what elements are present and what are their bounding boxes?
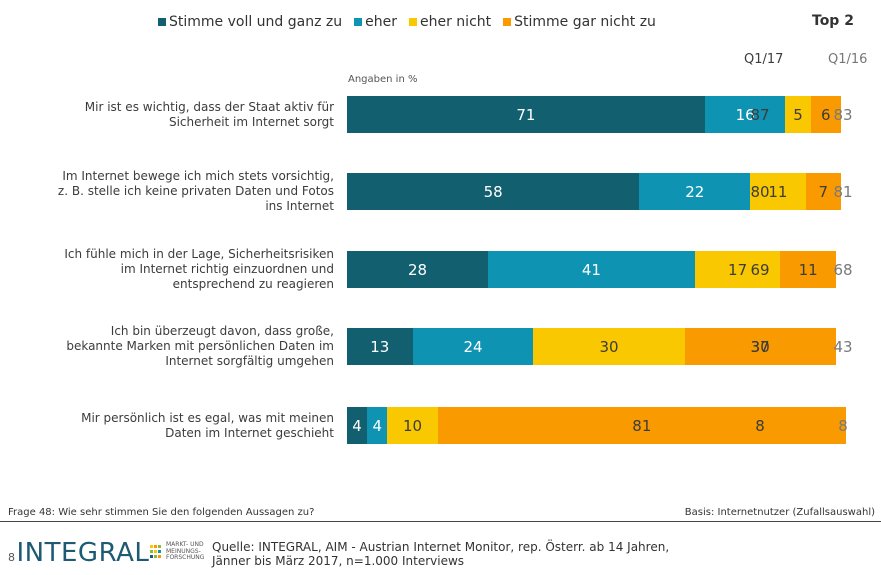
legend-label: eher nicht xyxy=(420,14,492,30)
legend-item: Stimme voll und ganz zu xyxy=(158,14,342,30)
bar-segment: 81 xyxy=(437,407,846,444)
bar-value-label: 28 xyxy=(408,260,428,279)
bar-value-label: 71 xyxy=(516,105,536,124)
bar-segment: 10 xyxy=(387,407,438,444)
top2-heading: Top 2 xyxy=(812,13,854,29)
legend-swatch xyxy=(503,18,512,26)
statement-label: Ich fühle mich in der Lage, Sicherheitsr… xyxy=(8,247,334,292)
unit-label: Angaben in % xyxy=(348,74,418,85)
bar-segment: 17 xyxy=(694,251,781,288)
bar-value-label: 30 xyxy=(599,337,619,356)
top2-value-q1-16: 43 xyxy=(833,337,853,356)
legend-item: eher xyxy=(354,14,397,30)
integral-logo: 8INTEGRAL xyxy=(8,538,149,568)
top2-value-q1-16: 68 xyxy=(833,260,853,279)
logo-sub-line: FORSCHUNG xyxy=(166,554,205,561)
top2-value-q1-16: 81 xyxy=(833,182,853,201)
legend-label: Stimme gar nicht zu xyxy=(514,14,656,30)
bar-value-label: 11 xyxy=(768,182,788,201)
bar-value-label: 24 xyxy=(463,337,483,356)
chart-legend: Stimme voll und ganz zu eher eher nicht … xyxy=(158,14,668,30)
statement-line: Ich bin überzeugt davon, dass große, xyxy=(110,324,334,338)
logo-sub-line: MEINUNGS- xyxy=(166,547,201,555)
statement-line: im Internet richtig einzuordnen und xyxy=(120,262,334,276)
source-line: Jänner bis März 2017, n=1.000 Interviews xyxy=(212,554,465,568)
bar-segment: 4 xyxy=(367,407,388,444)
col-header-q1-16: Q1/16 xyxy=(828,52,868,67)
legend-item: eher nicht xyxy=(409,14,491,30)
statement-line: Im Internet bewege ich mich stets vorsic… xyxy=(62,169,334,183)
footer-divider xyxy=(0,521,881,522)
bar-segment: 16 xyxy=(704,96,786,133)
legend-swatch xyxy=(409,18,417,26)
logo-text: INTEGRAL xyxy=(16,538,150,568)
bar-segment: 71 xyxy=(347,96,705,133)
top2-value-q1-17: 87 xyxy=(750,105,770,124)
statement-label: Mir ist es wichtig, dass der Staat aktiv… xyxy=(8,100,334,130)
top2-value-q1-17: 80 xyxy=(750,182,770,201)
top2-value-q1-17: 37 xyxy=(750,337,770,356)
bar-segment: 5 xyxy=(785,96,811,133)
bar-segment: 7 xyxy=(805,173,841,210)
logo-sub-line: MARKT- UND xyxy=(166,541,204,548)
bar-segment: 58 xyxy=(347,173,640,210)
bar-value-label: 5 xyxy=(793,105,803,124)
statement-line: Mir ist es wichtig, dass der Staat aktiv… xyxy=(84,99,334,114)
question-text: Frage 48: Wie sehr stimmen Sie den folge… xyxy=(8,507,315,518)
statement-line: Internet sorgfältig umgehen xyxy=(165,354,334,368)
statement-line: entsprechend zu reagieren xyxy=(172,277,334,291)
bar-segment: 24 xyxy=(412,328,534,365)
bar-value-label: 30 xyxy=(750,337,770,356)
statement-label: Mir persönlich ist es egal, was mit mein… xyxy=(8,411,334,441)
basis-text: Basis: Internetnutzer (Zufallsauswahl) xyxy=(684,507,875,518)
bar-segment: 30 xyxy=(684,328,836,365)
top2-value-q1-17: 8 xyxy=(755,416,765,435)
statement-line: z. B. stelle ich keine privaten Daten un… xyxy=(57,184,334,198)
col-header-q1-17: Q1/17 xyxy=(744,52,784,67)
page-number: 8 xyxy=(8,551,16,564)
source-line: Quelle: INTEGRAL, AIM - Austrian Interne… xyxy=(212,540,670,554)
top2-value-q1-16: 83 xyxy=(833,105,853,124)
bar-value-label: 7 xyxy=(818,182,829,201)
bar-segment: 41 xyxy=(488,251,695,288)
logo-subtitle: MARKT- UND MEINUNGS- FORSCHUNG xyxy=(166,541,205,562)
bar-value-label: 6 xyxy=(821,105,831,124)
source-text: Quelle: INTEGRAL, AIM - Austrian Interne… xyxy=(212,540,669,568)
bar-segment: 30 xyxy=(533,328,685,365)
statement-label: Ich bin überzeugt davon, dass große, beka… xyxy=(8,324,334,369)
statement-line: Ich fühle mich in der Lage, Sicherheitsr… xyxy=(64,247,334,261)
bar-value-label: 4 xyxy=(352,416,362,435)
bar-value-label: 11 xyxy=(798,260,818,279)
legend-item: Stimme gar nicht zu xyxy=(503,14,656,30)
bar-value-label: 58 xyxy=(483,182,503,201)
statement-line: ins Internet xyxy=(265,199,334,213)
statement-line: Daten im Internet geschieht xyxy=(165,425,334,440)
bar-segment: 13 xyxy=(347,328,413,365)
bar-segment: 11 xyxy=(750,173,806,210)
bar-value-label: 13 xyxy=(370,337,390,356)
legend-label: Stimme voll und ganz zu xyxy=(169,14,343,30)
bar-segment: 6 xyxy=(810,96,841,133)
bar-segment: 4 xyxy=(347,407,368,444)
logo-mark-icon xyxy=(150,545,161,558)
bar-value-label: 41 xyxy=(581,260,601,279)
statement-line: bekannte Marken mit persönlichen Daten i… xyxy=(66,339,334,353)
statement-line: Sicherheit im Internet sorgt xyxy=(168,114,334,129)
statement-line: Mir persönlich ist es egal, was mit mein… xyxy=(81,410,334,425)
legend-swatch xyxy=(158,18,166,26)
bar-segment: 28 xyxy=(347,251,489,288)
bar-value-label: 4 xyxy=(372,416,382,435)
bar-segment: 22 xyxy=(639,173,751,210)
bar-value-label: 10 xyxy=(402,416,423,435)
top2-value-q1-16: 8 xyxy=(838,416,848,435)
bar-value-label: 16 xyxy=(735,105,755,124)
bar-value-label: 17 xyxy=(728,260,748,279)
bar-value-label: 81 xyxy=(632,416,652,435)
legend-label: eher xyxy=(365,14,397,30)
legend-swatch xyxy=(354,18,363,26)
top2-value-q1-17: 69 xyxy=(750,260,770,279)
bar-value-label: 22 xyxy=(685,182,705,201)
statement-label: Im Internet bewege ich mich stets vorsic… xyxy=(8,169,334,214)
bar-segment: 11 xyxy=(780,251,836,288)
